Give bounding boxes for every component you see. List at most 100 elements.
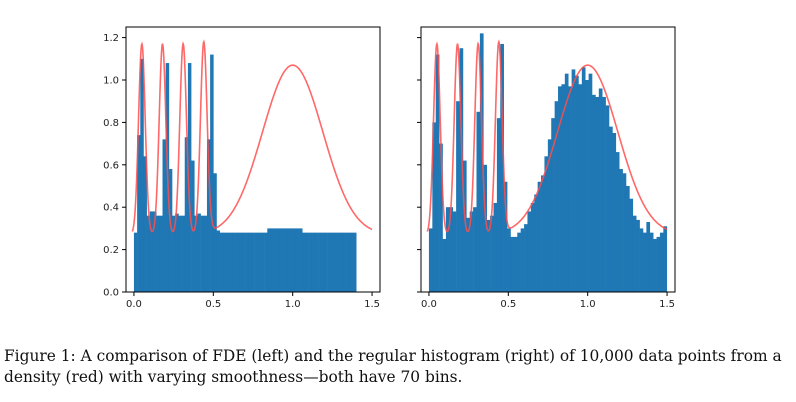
histogram-bar	[333, 232, 338, 292]
histogram-bar	[469, 211, 474, 292]
histogram-bar	[554, 101, 559, 292]
density-curve	[426, 39, 668, 233]
histogram-bar	[598, 88, 603, 292]
y-tick-label: 0.2	[103, 245, 119, 256]
histogram-bar	[251, 232, 255, 292]
histogram-bar	[353, 232, 357, 292]
histogram-bar	[311, 232, 316, 292]
histogram-bar	[219, 232, 224, 292]
histogram-bar	[343, 232, 347, 292]
histogram-bar	[222, 232, 227, 292]
histogram-bar	[435, 54, 440, 293]
histogram-bar	[500, 43, 504, 293]
histogram-bar	[283, 228, 287, 292]
histogram-bar	[578, 84, 583, 293]
histogram-bar	[206, 139, 211, 292]
histogram-bar	[162, 139, 166, 292]
histogram-bar	[564, 73, 569, 292]
histogram-bar	[308, 232, 313, 292]
histogram-bar	[612, 133, 617, 292]
histogram-bar	[194, 215, 198, 292]
histogram-bar	[575, 75, 579, 292]
histogram-bar	[172, 215, 176, 292]
histogram-bar	[292, 228, 297, 292]
histogram-bar	[229, 232, 233, 292]
histogram-bar	[605, 105, 610, 292]
x-tick-label: 0.5	[500, 299, 516, 310]
histogram-bars	[428, 33, 668, 293]
histogram-bar	[321, 232, 325, 292]
histogram-bar	[649, 232, 654, 292]
histogram-bar	[279, 228, 284, 292]
histogram-bar	[324, 232, 328, 292]
histogram-bar	[490, 215, 494, 292]
histogram-bar	[184, 137, 189, 292]
histogram-bar	[456, 101, 460, 292]
axes-frame	[125, 26, 381, 293]
histogram-bar	[561, 84, 566, 293]
histogram-bar	[267, 228, 271, 292]
histogram-bar	[663, 226, 668, 292]
histogram-bar	[527, 211, 532, 292]
histogram-bar	[517, 232, 521, 292]
panel-left: 0.0 0.5 1.0 1.5 0.0 0.2 0.4 0.6 0.8 1.0 1.2	[103, 26, 381, 310]
histogram-bar	[588, 73, 593, 292]
histogram-bar	[571, 69, 576, 293]
histogram-bar	[629, 198, 634, 292]
histogram-bar	[541, 175, 545, 292]
histogram-bar	[462, 160, 467, 292]
y-tick-label: 1.2	[103, 33, 119, 44]
histogram-bar	[276, 228, 281, 292]
histogram-bar	[486, 219, 491, 292]
histogram-bar	[175, 213, 179, 292]
histogram-bar	[625, 186, 630, 292]
histogram-bar	[646, 222, 651, 292]
histogram-bar	[254, 232, 259, 292]
histogram-bar	[524, 224, 528, 292]
histogram-bar	[149, 211, 154, 292]
histogram-bar	[200, 215, 205, 292]
histogram-bar	[653, 239, 657, 292]
histogram-bar	[245, 232, 249, 292]
histogram-bar	[181, 215, 186, 292]
histogram-bar	[581, 67, 586, 292]
histogram-bar	[558, 86, 562, 292]
histogram-bar	[133, 232, 138, 292]
histogram-bar	[238, 232, 243, 292]
histogram-bar	[476, 111, 481, 292]
histogram-bar	[445, 207, 450, 292]
x-tick-label: 1.0	[580, 299, 596, 310]
histogram-bar	[213, 173, 217, 292]
x-tick-label: 0.0	[126, 299, 142, 310]
chart-area: 0.0 0.5 1.0 1.5 0.0 0.2 0.4 0.6 0.8 1.0 1.2 0.0 0.5 1…	[103, 26, 676, 310]
histogram-bar	[210, 54, 214, 293]
histogram-bar	[178, 215, 182, 292]
histogram-bar	[507, 228, 511, 292]
histogram-bar	[248, 232, 252, 292]
figure-caption: Figure 1: A comparison of FDE (left) and…	[4, 346, 794, 388]
x-tick-label: 0.5	[205, 299, 221, 310]
histogram-bar	[286, 228, 290, 292]
histogram-bar	[143, 156, 147, 292]
histogram-bar	[459, 48, 464, 293]
histogram-bar	[137, 135, 141, 292]
axes-frame	[420, 26, 676, 293]
histogram-bar	[551, 118, 555, 292]
histogram-bar	[226, 232, 230, 292]
histogram-bar	[547, 139, 552, 292]
histogram-bar	[544, 156, 549, 292]
histogram-bar	[152, 211, 157, 292]
panel-right: 0.0 0.5 1.0 1.5	[417, 26, 676, 310]
histogram-bar	[318, 232, 322, 292]
histogram-bar	[299, 228, 303, 292]
histogram-bar	[503, 181, 508, 292]
histogram-bar	[639, 228, 644, 292]
histogram-bar	[302, 232, 306, 292]
histogram-bar	[479, 33, 484, 293]
y-tick-label: 0.4	[103, 203, 119, 214]
caption-text: A comparison of FDE (left) and the regul…	[4, 347, 782, 386]
histogram-bar	[537, 181, 542, 292]
histogram-bar	[203, 215, 208, 292]
x-tick-label: 0.0	[421, 299, 437, 310]
